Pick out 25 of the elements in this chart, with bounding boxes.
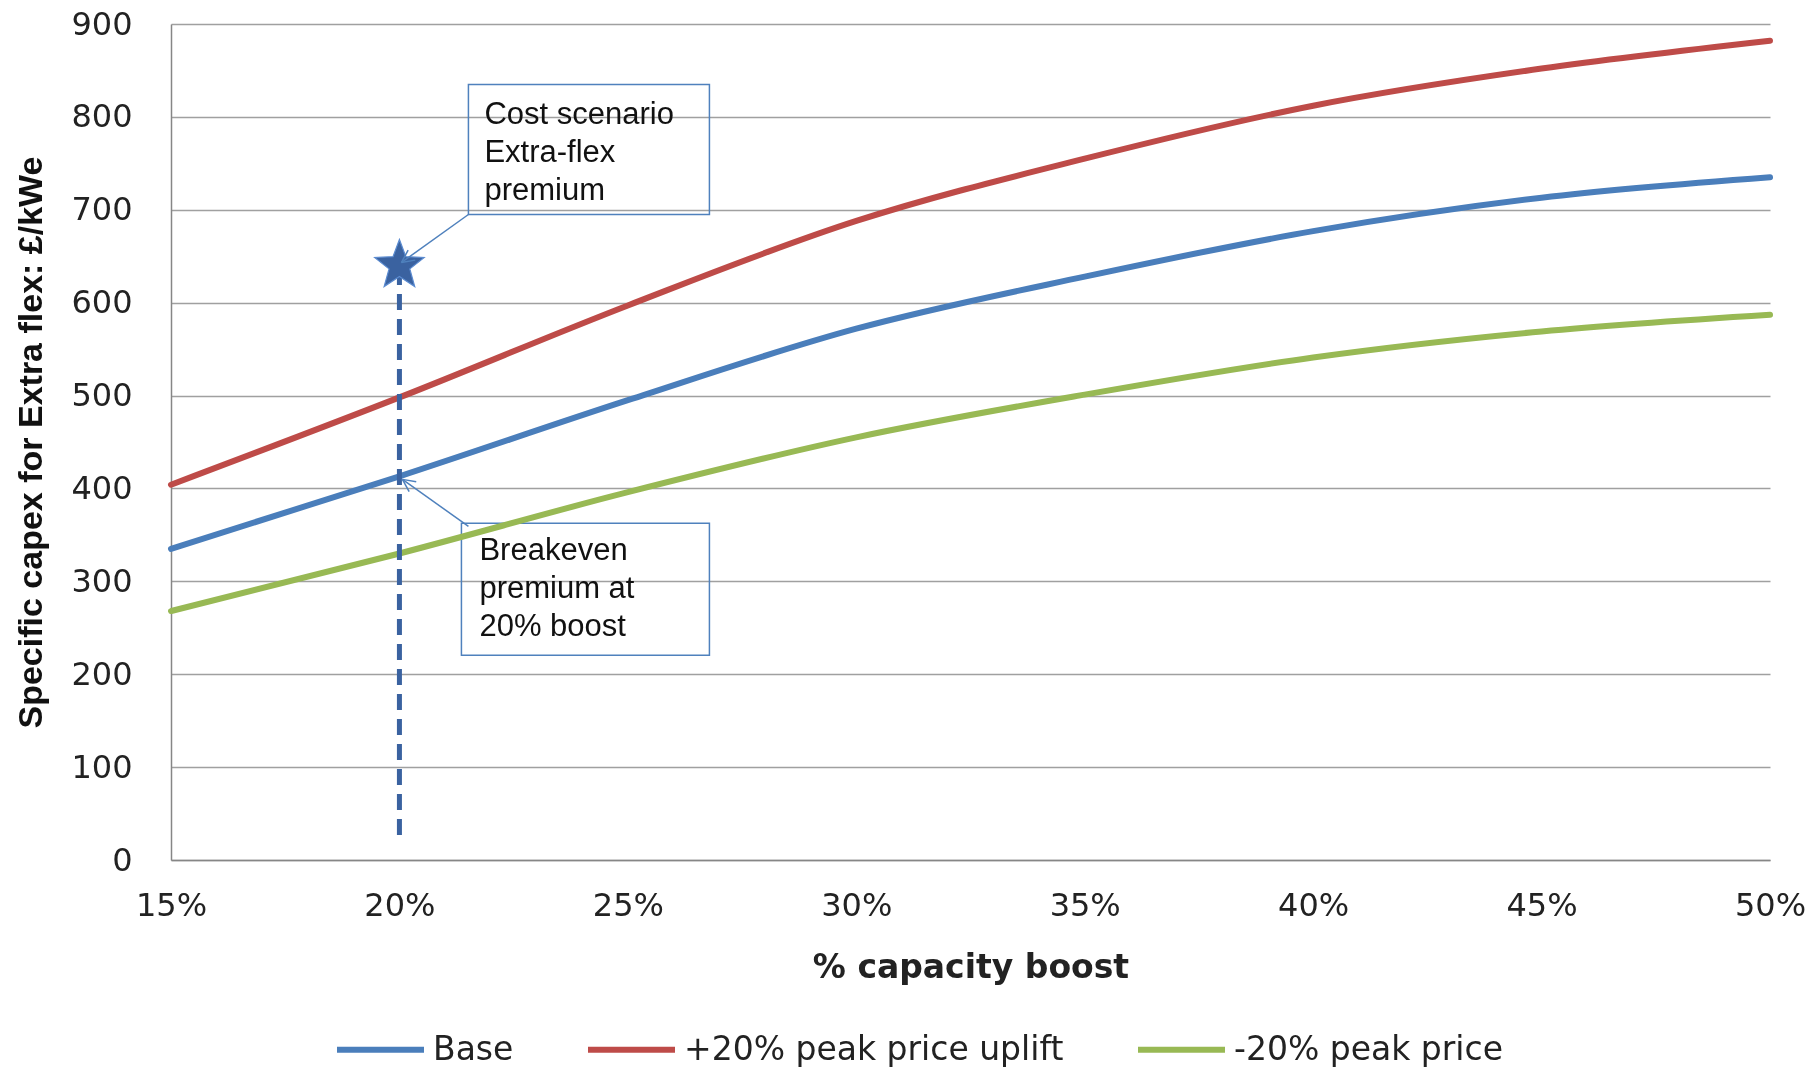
x-axis-title: % capacity boost	[812, 946, 1130, 986]
y-tick-label: 300	[71, 561, 133, 600]
annotation: Breakeven premium at 20% boost	[479, 532, 635, 644]
y-tick-label: 900	[71, 4, 133, 43]
x-tick-label: 45%	[1506, 885, 1578, 924]
legend-label: Base	[433, 1028, 514, 1068]
x-tick-label: 40%	[1278, 885, 1350, 924]
y-axis-title: Specific capex for Extra flex: £/kWe	[11, 156, 50, 729]
y-tick-label: 0	[112, 840, 133, 879]
x-tick-label: 15%	[135, 885, 208, 924]
x-tick-label: 30%	[821, 885, 893, 924]
annotation: Cost scenario Extra-flex premium	[484, 95, 674, 207]
y-tick-label: 800	[71, 97, 133, 136]
x-tick-label: 50%	[1734, 885, 1807, 924]
x-tick-label: 20%	[364, 885, 436, 924]
y-tick-label: 100	[71, 747, 133, 786]
y-tick-label: 600	[71, 283, 133, 322]
x-tick-label: 35%	[1049, 885, 1121, 924]
x-tick-label: 25%	[592, 885, 664, 924]
legend-label: -20% peak price	[1234, 1028, 1503, 1068]
legend-label: +20% peak price uplift	[684, 1028, 1064, 1068]
y-tick-label: 400	[71, 468, 133, 507]
y-tick-label: 700	[71, 190, 133, 229]
y-tick-label: 200	[71, 654, 133, 693]
y-tick-label: 500	[71, 376, 133, 415]
